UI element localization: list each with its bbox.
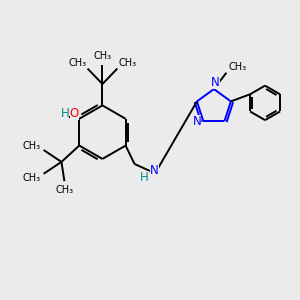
Text: CH₃: CH₃ bbox=[22, 173, 40, 183]
Text: N: N bbox=[211, 76, 220, 89]
Text: N: N bbox=[150, 164, 159, 177]
Text: N: N bbox=[193, 116, 201, 128]
Text: CH₃: CH₃ bbox=[68, 58, 86, 68]
Text: CH₃: CH₃ bbox=[56, 185, 74, 195]
Text: O: O bbox=[70, 107, 79, 120]
Text: CH₃: CH₃ bbox=[229, 62, 247, 72]
Text: CH₃: CH₃ bbox=[118, 58, 137, 68]
Text: H: H bbox=[61, 107, 69, 120]
Text: H: H bbox=[140, 171, 149, 184]
Text: CH₃: CH₃ bbox=[22, 140, 40, 151]
Text: CH₃: CH₃ bbox=[93, 51, 112, 61]
